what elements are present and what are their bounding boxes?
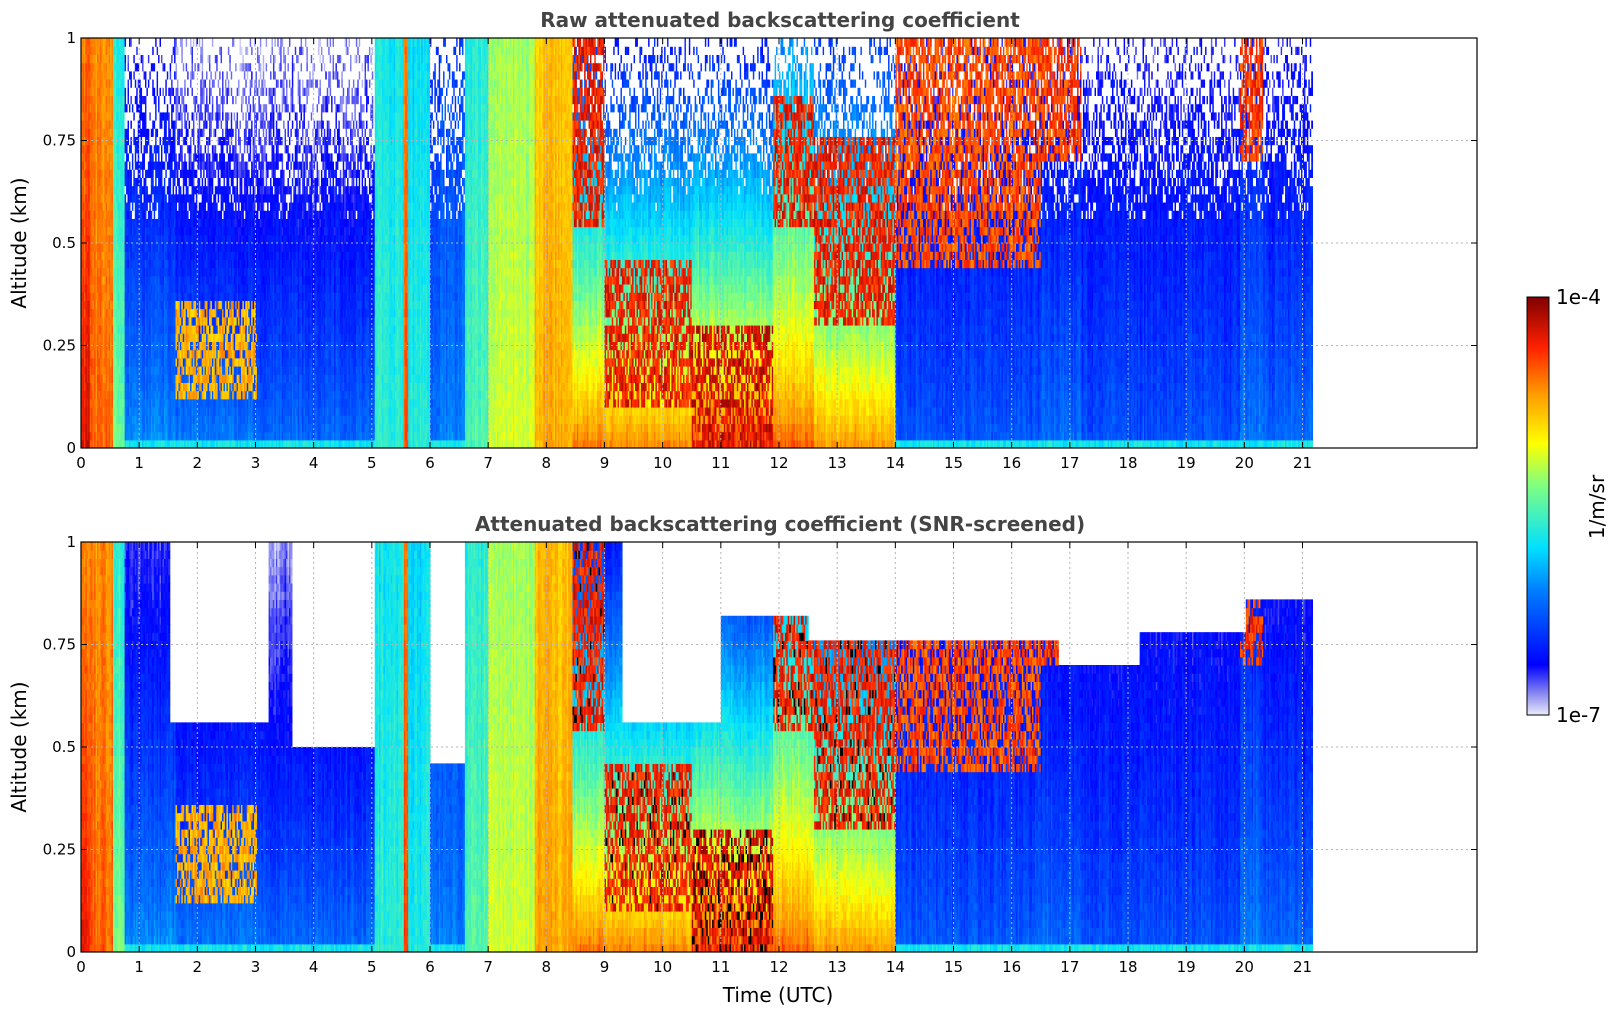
chart-title-raw: Raw attenuated backscattering coefficien… — [540, 8, 1020, 32]
panel-raw: Raw attenuated backscattering coefficien… — [7, 8, 1477, 472]
